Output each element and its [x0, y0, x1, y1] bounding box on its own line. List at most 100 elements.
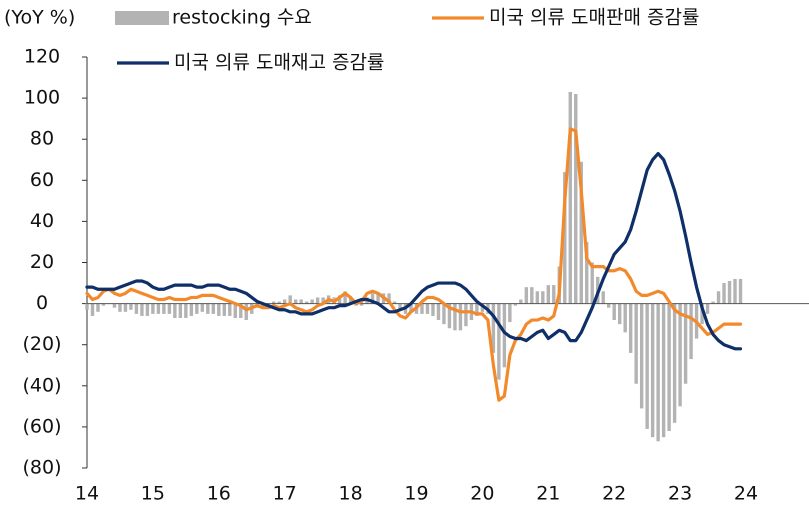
bar — [96, 303, 100, 312]
bar — [304, 301, 309, 304]
bar — [167, 303, 172, 314]
bar — [118, 303, 122, 312]
bar — [436, 303, 441, 321]
y-tick-label: (60) — [22, 415, 61, 437]
x-tick-label: 20 — [470, 483, 494, 505]
bar — [244, 303, 248, 321]
bar — [321, 297, 325, 304]
bar — [162, 303, 166, 314]
bar — [217, 303, 221, 316]
bar — [530, 287, 534, 304]
bar — [667, 303, 671, 432]
bar — [568, 91, 572, 304]
bar — [343, 291, 347, 304]
bar — [738, 278, 743, 304]
bar — [288, 295, 292, 304]
x-tick-label: 17 — [273, 483, 297, 505]
bar — [211, 303, 216, 314]
bar — [277, 301, 281, 304]
bar — [387, 293, 391, 304]
bar — [524, 287, 529, 304]
bar — [299, 299, 303, 304]
bar — [101, 303, 106, 306]
bar — [392, 301, 397, 304]
bar — [173, 303, 177, 318]
bar — [612, 303, 616, 321]
bar — [222, 303, 226, 316]
x-tick-label: 14 — [75, 483, 99, 505]
bar — [151, 303, 155, 314]
bar — [727, 280, 732, 304]
bar — [315, 297, 320, 304]
bar — [409, 303, 413, 312]
y-tick-label: 0 — [36, 292, 48, 314]
bar — [359, 303, 364, 306]
bar — [239, 303, 243, 318]
line — [85, 151, 743, 351]
bar — [370, 293, 375, 304]
bar — [590, 262, 594, 304]
bar — [447, 303, 452, 329]
bar — [112, 303, 117, 308]
bar — [337, 295, 342, 304]
bar — [398, 303, 402, 310]
bar — [705, 303, 710, 314]
bar — [376, 293, 380, 304]
y-tick-label: (20) — [22, 333, 61, 355]
x-tick-label: 15 — [141, 483, 165, 505]
y-tick-label: (40) — [22, 374, 61, 396]
bar — [519, 299, 523, 304]
y-tick-label: 100 — [24, 87, 60, 109]
bar — [535, 291, 540, 304]
bar — [140, 303, 144, 316]
bar — [420, 303, 424, 314]
bar — [579, 161, 583, 304]
bar — [310, 299, 314, 304]
y-tick-label: 60 — [30, 169, 54, 191]
bar — [656, 303, 660, 442]
bar — [650, 303, 655, 438]
bar — [552, 285, 556, 304]
bar — [348, 297, 353, 304]
bar — [672, 303, 677, 423]
bar — [689, 303, 693, 360]
bar — [475, 303, 479, 316]
bar — [233, 303, 237, 318]
bar — [601, 291, 605, 304]
y-tick-label: 80 — [30, 128, 54, 150]
bar — [563, 172, 567, 304]
bar — [272, 301, 276, 304]
bar — [716, 291, 721, 304]
x-tick-label: 23 — [668, 483, 692, 505]
bar — [623, 303, 627, 333]
bar — [156, 303, 161, 314]
bar — [442, 303, 446, 325]
bar — [722, 283, 726, 304]
y-tick-label: (80) — [22, 457, 61, 479]
x-tick-label: 22 — [602, 483, 626, 505]
bar — [585, 241, 589, 304]
bar — [700, 303, 704, 325]
bar — [661, 303, 666, 438]
bar — [228, 303, 232, 316]
bar — [634, 303, 638, 384]
bar — [195, 303, 199, 314]
bar — [607, 303, 611, 308]
bar — [491, 303, 496, 353]
bar — [546, 285, 550, 304]
bar — [683, 303, 688, 384]
legend-label: 미국 의류 도매판매 증감률 — [489, 7, 699, 29]
x-tick-label: 21 — [536, 483, 560, 505]
bar — [85, 303, 89, 310]
y-tick-label: 120 — [24, 46, 60, 68]
bar — [145, 303, 150, 316]
legend-swatch — [115, 11, 169, 25]
bar — [502, 303, 507, 368]
bar — [453, 303, 457, 331]
y-tick-label: 40 — [30, 210, 54, 232]
bar — [711, 301, 715, 304]
legend-label: 미국 의류 도매재고 증감률 — [174, 52, 384, 74]
bar — [458, 303, 463, 331]
y-tick-label: 20 — [30, 251, 54, 273]
bar — [184, 303, 188, 318]
